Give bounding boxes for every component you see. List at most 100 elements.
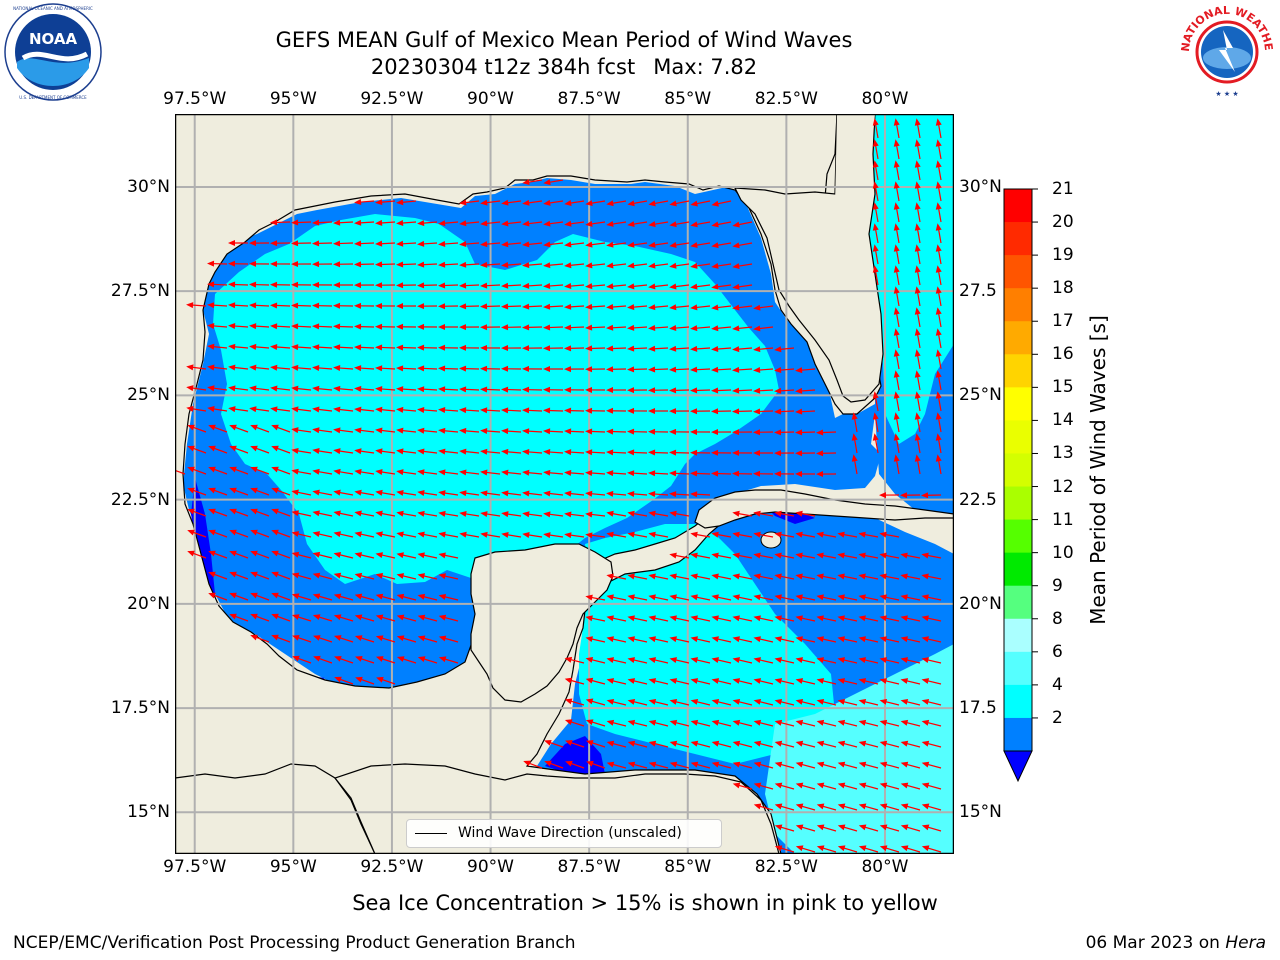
wave-arrow <box>872 160 879 181</box>
wave-arrow <box>438 573 459 580</box>
wave-arrow <box>564 386 585 393</box>
wave-arrow <box>543 428 564 435</box>
wave-arrow <box>333 531 354 538</box>
wave-arrow <box>816 429 837 436</box>
wave-arrow <box>648 510 669 517</box>
wave-arrow <box>921 845 942 853</box>
wave-arrow <box>732 719 753 727</box>
wave-arrow <box>375 656 396 664</box>
wave-arrow <box>900 615 921 622</box>
wave-arrow <box>208 529 228 538</box>
wave-arrow <box>564 698 585 706</box>
wave-arrow <box>935 433 942 454</box>
wave-arrow <box>914 181 921 202</box>
wave-arrow <box>543 262 564 269</box>
wave-arrow <box>354 282 375 289</box>
wave-arrow <box>271 592 291 601</box>
wave-arrow <box>711 573 732 580</box>
wave-arrow <box>627 366 648 373</box>
wave-arrow <box>291 531 312 538</box>
wave-arrow <box>690 615 711 622</box>
colorbar-segment <box>1004 618 1032 653</box>
wave-arrow <box>228 240 249 247</box>
wave-arrow <box>851 412 858 433</box>
run-info: 20230304 t12z 384h fcst <box>370 55 636 79</box>
wave-arrow <box>354 489 375 496</box>
wave-arrow <box>459 510 480 517</box>
wave-arrow <box>690 761 711 769</box>
wave-arrow <box>893 412 900 433</box>
wave-arrow <box>396 552 417 559</box>
wave-arrow <box>396 323 417 330</box>
wave-arrow <box>858 573 879 580</box>
wave-arrow <box>900 845 921 853</box>
wave-arrow <box>774 510 795 517</box>
wave-arrow <box>501 241 522 248</box>
wave-arrow <box>187 466 207 475</box>
wave-arrow <box>270 364 291 371</box>
wave-arrow <box>753 740 774 748</box>
wave-arrow <box>914 433 921 454</box>
wave-arrow <box>627 594 648 601</box>
wave-arrow <box>732 263 753 270</box>
wave-arrow <box>585 594 606 601</box>
wave-arrow <box>417 614 438 622</box>
wave-arrow <box>312 551 333 559</box>
wave-arrow <box>711 325 732 332</box>
wave-arrow <box>921 615 942 622</box>
wave-arrow <box>774 470 795 477</box>
wave-arrow <box>914 223 921 244</box>
wave-arrow <box>816 678 837 685</box>
wave-arrow <box>312 323 333 330</box>
wave-arrow <box>585 283 606 290</box>
wave-arrow <box>375 282 396 289</box>
wave-arrow <box>753 678 774 685</box>
wave-arrow <box>690 491 711 498</box>
wave-arrow <box>564 490 585 497</box>
wave-arrow <box>249 364 270 371</box>
wave-arrow <box>732 408 753 415</box>
wave-arrow <box>585 511 606 518</box>
wave-arrow <box>228 281 249 288</box>
wave-arrow <box>648 761 669 769</box>
wave-arrow <box>872 202 879 223</box>
wave-arrow <box>249 385 270 392</box>
wave-arrow <box>900 740 921 748</box>
wave-arrow <box>480 324 501 331</box>
wave-arrow <box>921 636 942 643</box>
colorbar-tick-label: 17 <box>1052 311 1074 332</box>
wave-arrow <box>690 470 711 477</box>
wave-arrow <box>914 412 921 433</box>
wave-arrow <box>375 469 396 476</box>
wave-arrow <box>816 450 837 457</box>
wave-arrow <box>774 761 795 769</box>
wave-arrow <box>480 199 501 206</box>
wave-arrow <box>354 448 375 455</box>
wave-arrow <box>627 740 648 748</box>
wave-arrow <box>837 803 858 811</box>
wave-arrow <box>543 220 564 227</box>
wave-arrow <box>914 307 921 328</box>
wave-arrow <box>732 678 753 685</box>
wave-arrow <box>711 449 732 456</box>
wave-arrow <box>795 698 816 706</box>
wave-arrow <box>900 573 921 580</box>
wave-arrow <box>354 593 375 601</box>
wave-arrow <box>669 304 690 311</box>
wave-arrow <box>207 343 228 350</box>
wave-arrow <box>648 657 669 664</box>
wave-arrow <box>543 345 564 352</box>
wave-arrow <box>732 221 753 228</box>
wave-arrow <box>669 657 690 664</box>
wave-arrow <box>711 657 732 664</box>
wave-arrow <box>271 487 291 496</box>
wave-arrow <box>564 532 585 539</box>
wave-arrow <box>501 262 522 268</box>
wave-arrow <box>312 531 333 538</box>
wave-arrow <box>376 676 396 685</box>
wave-arrow <box>935 454 942 475</box>
wave-arrow <box>816 552 837 559</box>
wave-arrow <box>711 283 732 290</box>
wave-arrow <box>291 261 312 268</box>
wave-arrow <box>375 386 396 392</box>
